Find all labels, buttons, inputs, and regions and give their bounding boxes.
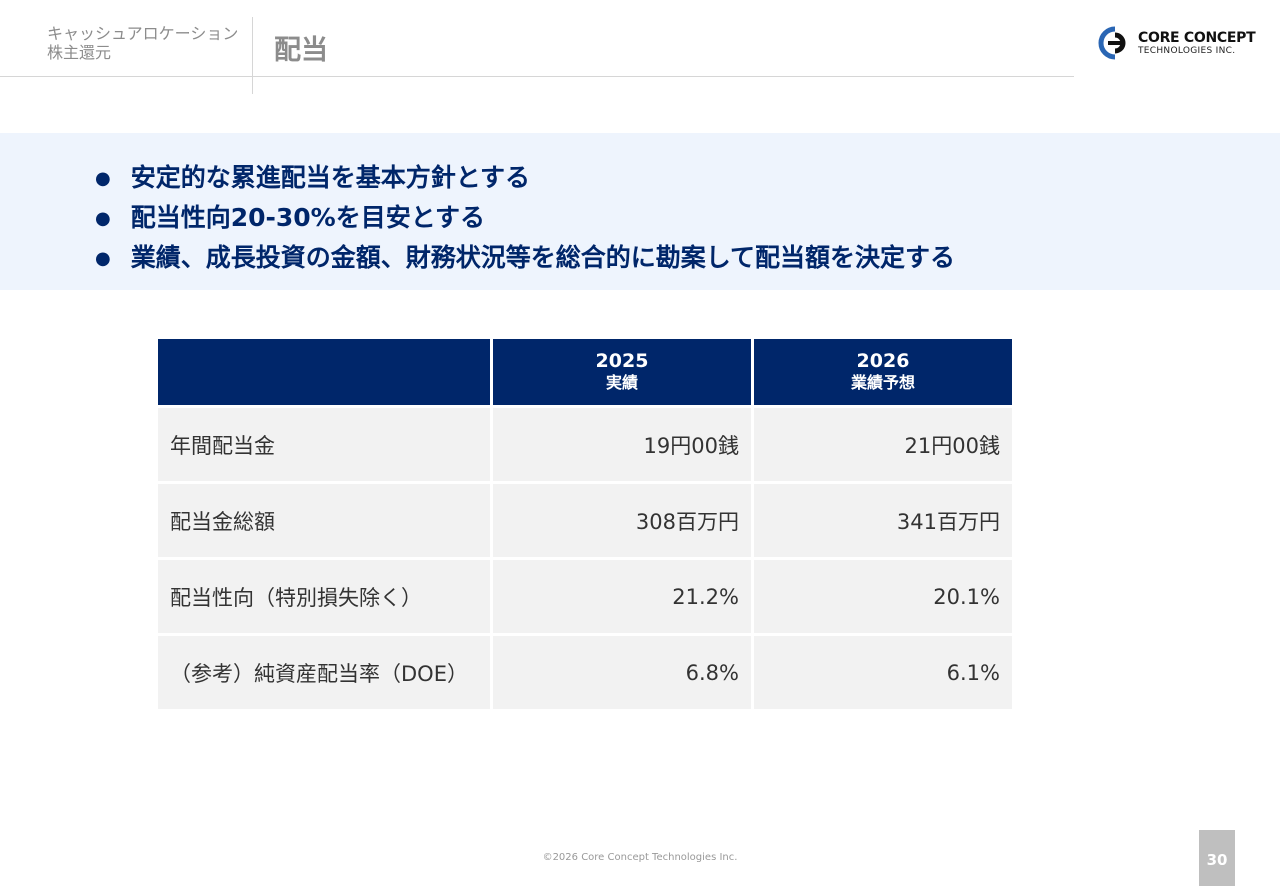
- page-title: 配当: [274, 35, 328, 66]
- row-label: 配当金総額: [158, 484, 490, 557]
- page-number: 30: [1199, 830, 1235, 886]
- table-row: 配当性向（特別損失除く） 21.2% 20.1%: [158, 560, 1012, 633]
- cell-2025: 6.8%: [493, 636, 751, 709]
- row-label: 配当性向（特別損失除く）: [158, 560, 490, 633]
- cell-2025: 308百万円: [493, 484, 751, 557]
- header-2026: 2026 業績予想: [754, 339, 1012, 405]
- logo-mark-icon: [1098, 26, 1126, 60]
- row-label: 年間配当金: [158, 408, 490, 481]
- cell-2026: 20.1%: [754, 560, 1012, 633]
- policy-list: 安定的な累進配当を基本方針とする 配当性向20-30%を目安とする 業績、成長投…: [95, 158, 955, 278]
- table-header-row: 2025 実績 2026 業績予想: [158, 339, 1012, 405]
- company-logo: CORE CONCEPT TECHNOLOGIES INC.: [1098, 26, 1256, 60]
- policy-item: 業績、成長投資の金額、財務状況等を総合的に勘案して配当額を決定する: [95, 238, 955, 278]
- row-label: （参考）純資産配当率（DOE）: [158, 636, 490, 709]
- table-row: （参考）純資産配当率（DOE） 6.8% 6.1%: [158, 636, 1012, 709]
- cell-2026: 21円00銭: [754, 408, 1012, 481]
- header-empty: [158, 339, 490, 405]
- section-line2: 株主還元: [47, 43, 112, 62]
- table-row: 年間配当金 19円00銭 21円00銭: [158, 408, 1012, 481]
- cell-2026: 6.1%: [754, 636, 1012, 709]
- policy-item: 配当性向20-30%を目安とする: [95, 198, 955, 238]
- cell-2025: 21.2%: [493, 560, 751, 633]
- table-row: 配当金総額 308百万円 341百万円: [158, 484, 1012, 557]
- header-2025: 2025 実績: [493, 339, 751, 405]
- cell-2025: 19円00銭: [493, 408, 751, 481]
- dividend-table: 2025 実績 2026 業績予想 年間配当金 19円00銭 21円00銭 配当金総額 3…: [155, 336, 1015, 712]
- section-line1: キャッシュアロケーション: [47, 24, 239, 43]
- divider: [0, 76, 1074, 77]
- section-label: キャッシュアロケーション 株主還元: [47, 24, 238, 62]
- policy-item: 安定的な累進配当を基本方針とする: [95, 158, 955, 198]
- cell-2026: 341百万円: [754, 484, 1012, 557]
- copyright: ©2026 Core Concept Technologies Inc.: [542, 852, 738, 863]
- logo-line1: CORE CONCEPT: [1138, 29, 1256, 46]
- logo-line2: TECHNOLOGIES INC.: [1138, 45, 1236, 56]
- divider: [252, 17, 253, 94]
